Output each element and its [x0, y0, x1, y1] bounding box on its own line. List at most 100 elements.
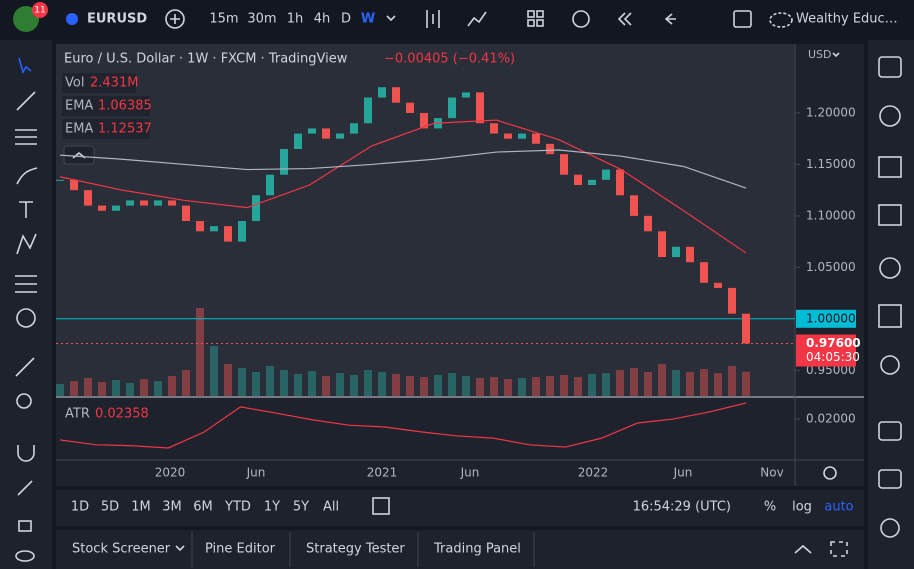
range-button[interactable]: 3M	[162, 500, 182, 515]
indicator-name: EMA	[65, 122, 93, 137]
volume-bar	[140, 379, 148, 396]
zoom[interactable]	[16, 393, 32, 409]
candle	[280, 148, 288, 175]
volume-bar	[210, 346, 218, 396]
panel-tab[interactable]: Pine Editor	[205, 542, 276, 557]
streams[interactable]	[878, 469, 902, 489]
range-button[interactable]: 5D	[101, 500, 119, 515]
range-button[interactable]: YTD	[224, 500, 251, 515]
templates[interactable]	[527, 10, 535, 18]
volume-bar	[238, 368, 246, 396]
trend-line[interactable]	[16, 91, 36, 111]
scale-option[interactable]: auto	[824, 500, 853, 515]
collapse-legend[interactable]	[63, 145, 95, 165]
scale-option[interactable]: log	[792, 500, 812, 515]
hotlist[interactable]	[879, 257, 901, 279]
clock[interactable]: 16:54:29 (UTC)	[633, 500, 731, 515]
interval[interactable]: 15m	[209, 12, 238, 27]
cursor[interactable]	[18, 57, 32, 74]
panel-tab[interactable]: Stock Screener	[72, 542, 171, 557]
alert[interactable]	[572, 10, 590, 28]
data-window[interactable]	[878, 204, 902, 226]
watchlist[interactable]	[878, 56, 902, 78]
settings[interactable]	[823, 466, 837, 480]
candle	[644, 215, 652, 232]
draw-mode[interactable]	[17, 480, 33, 496]
cloud[interactable]	[769, 12, 793, 28]
volume-bar	[504, 379, 512, 396]
candle	[518, 133, 526, 139]
add-symbol[interactable]	[165, 9, 185, 29]
undo[interactable]	[664, 13, 676, 25]
panel-tab[interactable]: Trading Panel	[433, 542, 521, 557]
atr-pane	[56, 398, 795, 460]
ema-line	[59, 119, 747, 254]
range-button[interactable]: 6M	[193, 500, 213, 515]
dropdown	[832, 52, 840, 58]
ruler[interactable]	[15, 357, 35, 377]
calendar[interactable]	[878, 304, 902, 328]
magnet[interactable]	[17, 445, 35, 462]
text-tool[interactable]	[19, 201, 33, 218]
volume-bar	[476, 378, 484, 396]
range-button[interactable]: 1Y	[264, 500, 280, 515]
volume-bar	[644, 372, 652, 396]
pattern[interactable]	[16, 233, 37, 255]
interval[interactable]: 4h	[314, 12, 331, 27]
fib[interactable]	[15, 129, 37, 145]
replay[interactable]	[617, 12, 632, 26]
indicators[interactable]	[467, 11, 487, 27]
interval[interactable]: 1h	[287, 12, 304, 27]
volume-bar	[700, 369, 708, 396]
date-range[interactable]	[372, 497, 390, 515]
volume-bar	[98, 382, 106, 396]
candle	[336, 133, 344, 139]
help[interactable]	[880, 518, 900, 538]
legend-box	[62, 96, 150, 116]
volume-bar	[364, 370, 372, 396]
range-button[interactable]: 5Y	[293, 500, 309, 515]
news[interactable]	[878, 156, 902, 178]
atr-value: 0.02358	[95, 407, 149, 422]
volume-bar	[518, 378, 526, 396]
brush[interactable]	[16, 167, 38, 185]
indicator-value: 2.431M	[90, 76, 138, 91]
range-button[interactable]: 1M	[131, 500, 151, 515]
prediction[interactable]	[15, 275, 37, 293]
hide[interactable]	[15, 550, 35, 562]
chats[interactable]	[878, 421, 902, 441]
maximize-panel[interactable]	[830, 541, 848, 557]
alerts[interactable]	[879, 105, 901, 127]
volume-bar	[182, 370, 190, 396]
lock[interactable]	[18, 520, 32, 532]
interval[interactable]: W	[361, 12, 375, 27]
candle	[70, 179, 78, 191]
ema-line	[59, 149, 747, 189]
symbol[interactable]: EURUSD	[87, 12, 147, 27]
range-button[interactable]: 1D	[71, 500, 89, 515]
interval[interactable]: D	[341, 12, 351, 27]
volume-bar	[658, 364, 666, 396]
fullscreen[interactable]	[733, 10, 752, 28]
time-label: 2022	[578, 466, 609, 480]
collapse-panel[interactable]	[794, 544, 812, 554]
legend-box	[62, 73, 136, 93]
panel-tab[interactable]: Strategy Tester	[306, 542, 405, 557]
dropdown[interactable]	[386, 15, 396, 22]
candle	[238, 221, 246, 242]
layout-name[interactable]: Wealthy Educ…	[796, 12, 898, 27]
currency[interactable]: USD	[808, 48, 832, 61]
range-button[interactable]: All	[323, 500, 339, 515]
legend-change: −0.00405 (−0.41%)	[384, 52, 515, 67]
volume-bar	[70, 381, 78, 396]
range-bar	[56, 490, 864, 526]
candle-type[interactable]	[426, 10, 440, 28]
hline-label: 1.00000	[806, 311, 856, 325]
interval[interactable]: 30m	[247, 12, 276, 27]
scale-option[interactable]: %	[764, 500, 776, 515]
legend-title: Euro / U.S. Dollar · 1W · FXCM · Trading…	[64, 52, 348, 67]
candle	[616, 169, 624, 196]
volume-bar	[714, 373, 722, 396]
ideas[interactable]	[880, 355, 900, 375]
icons[interactable]	[16, 308, 36, 328]
